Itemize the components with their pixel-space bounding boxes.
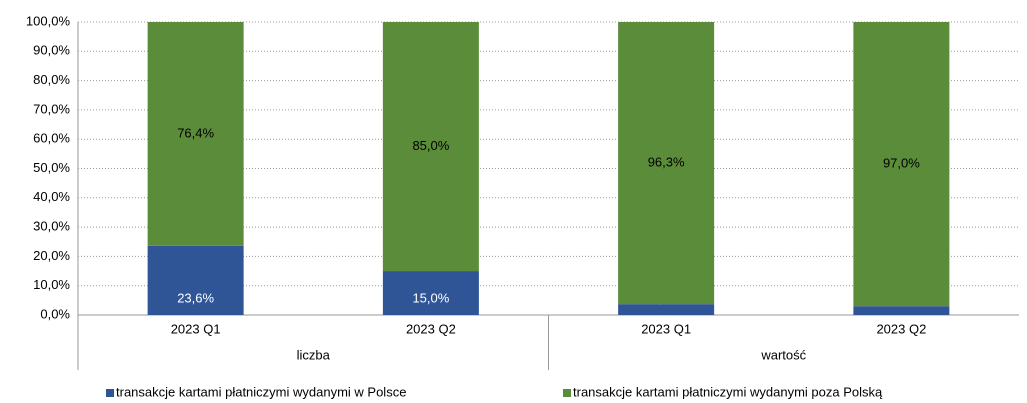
- x-tick-label: 2023 Q2: [876, 321, 926, 336]
- bar-segment: [382, 271, 479, 315]
- data-label: 76,4%: [177, 125, 214, 140]
- legend-label: transakcje kartami płatniczymi wydanymi …: [573, 384, 883, 399]
- y-tick-label: 50,0%: [33, 160, 70, 175]
- bar-segment: [382, 22, 479, 272]
- x-tick-label: 2023 Q2: [406, 321, 456, 336]
- y-tick-label: 90,0%: [33, 43, 70, 58]
- data-label: 23,6%: [177, 290, 214, 305]
- legend-label: transakcje kartami płatniczymi wydanymi …: [116, 384, 406, 399]
- y-tick-label: 60,0%: [33, 131, 70, 146]
- legend-swatch: [563, 389, 571, 397]
- legend-swatch: [106, 389, 114, 397]
- bar-segment: [618, 304, 715, 315]
- y-tick-label: 10,0%: [33, 277, 70, 292]
- bar-segment: [853, 22, 950, 307]
- group-label: wartość: [760, 347, 806, 362]
- y-tick-label: 80,0%: [33, 72, 70, 87]
- data-label: 96,3%: [648, 155, 685, 170]
- bar-segment: [853, 306, 950, 315]
- y-tick-label: 100,0%: [26, 13, 71, 28]
- data-label: 97,0%: [883, 156, 920, 171]
- bar-segment: [618, 22, 715, 305]
- y-tick-label: 70,0%: [33, 101, 70, 116]
- bar-segment: [147, 22, 244, 246]
- y-tick-label: 40,0%: [33, 189, 70, 204]
- y-tick-label: 20,0%: [33, 248, 70, 263]
- data-label: 85,0%: [412, 138, 449, 153]
- x-tick-label: 2023 Q1: [171, 321, 221, 336]
- bar-segment: [147, 245, 244, 315]
- data-label: 15,0%: [412, 290, 449, 305]
- x-tick-label: 2023 Q1: [641, 321, 691, 336]
- group-label: liczba: [297, 347, 331, 362]
- y-tick-label: 0,0%: [40, 306, 70, 321]
- y-tick-label: 30,0%: [33, 219, 70, 234]
